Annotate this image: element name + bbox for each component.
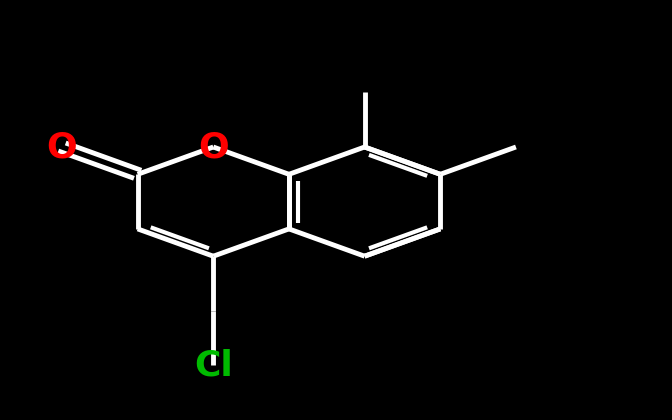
Text: O: O — [46, 130, 77, 164]
Text: O: O — [198, 130, 228, 164]
Text: Cl: Cl — [194, 349, 233, 382]
